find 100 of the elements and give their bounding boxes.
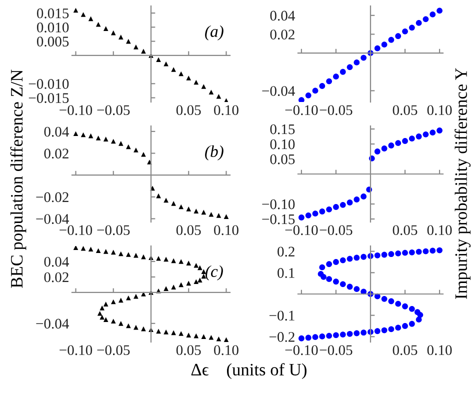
point <box>402 138 408 144</box>
x-tick-label: −0.05 <box>97 105 130 116</box>
x-tick-label: −0.10 <box>60 105 92 116</box>
point <box>216 213 222 218</box>
point <box>298 335 304 342</box>
x-tick-label: 0.05 <box>392 225 418 236</box>
x-tick-label: 0.10 <box>214 225 238 236</box>
point <box>208 212 214 217</box>
point <box>110 250 116 255</box>
point <box>436 247 442 254</box>
point <box>164 256 168 262</box>
y-tick-label: 0.02 <box>44 148 68 159</box>
point <box>186 206 192 212</box>
y-tick-label: −0.02 <box>36 192 68 202</box>
x-tick-label: −0.05 <box>97 345 130 356</box>
x-tick-label: −0.05 <box>320 105 352 116</box>
point <box>422 131 429 138</box>
point <box>408 249 415 256</box>
y-tick-label: 0.1 <box>278 268 294 278</box>
y-axis-title: Impurity probability difference Y <box>454 68 471 299</box>
point <box>408 320 415 327</box>
point <box>88 246 94 252</box>
point <box>126 144 131 150</box>
point <box>326 276 332 282</box>
y-tick-label: −0.04 <box>36 318 69 329</box>
point <box>118 251 124 256</box>
point <box>194 262 199 268</box>
point <box>326 332 332 339</box>
point <box>298 97 304 102</box>
point <box>402 303 408 310</box>
y-tick-label: −0.1 <box>269 310 294 321</box>
point <box>198 278 202 282</box>
point <box>417 312 424 318</box>
y-tick-label: −0.15 <box>262 214 295 224</box>
y-tick-label: 0.04 <box>270 10 295 21</box>
point <box>216 336 222 342</box>
point <box>360 254 367 260</box>
y-tick-label: −0.2 <box>269 332 294 342</box>
annotation: (b) <box>205 145 224 160</box>
annotation: (a) <box>205 25 224 40</box>
point <box>156 256 161 261</box>
point <box>194 279 199 284</box>
point <box>381 146 388 152</box>
point <box>354 60 360 66</box>
point <box>333 278 339 285</box>
point <box>298 214 304 220</box>
point <box>126 38 131 44</box>
point <box>171 330 176 336</box>
x-tick-label: 0.10 <box>427 345 452 356</box>
point <box>388 326 394 332</box>
point <box>171 67 176 72</box>
x-tick-label: −0.10 <box>285 105 318 116</box>
point <box>333 259 339 265</box>
point <box>346 64 353 70</box>
y-tick-label: −0.04 <box>36 214 69 224</box>
point <box>208 90 214 95</box>
point <box>201 84 206 89</box>
point <box>186 260 192 266</box>
point <box>118 34 124 40</box>
point <box>194 80 199 85</box>
point <box>147 160 152 164</box>
point <box>416 316 422 323</box>
y-tick-label: −0.010 <box>28 79 69 89</box>
x-tick-label: 0.10 <box>214 345 238 356</box>
point <box>422 248 429 254</box>
point <box>156 328 161 334</box>
point <box>395 324 402 331</box>
point <box>388 298 394 304</box>
point <box>354 196 360 202</box>
point <box>402 250 408 256</box>
point <box>319 83 326 89</box>
point <box>186 332 192 338</box>
point <box>201 334 206 339</box>
point <box>110 318 116 324</box>
x-tick-label: −0.10 <box>285 225 318 236</box>
point <box>360 330 367 336</box>
y-tick-label: 0.15 <box>270 124 295 134</box>
x-tick-label: −0.05 <box>320 345 352 356</box>
point <box>194 333 199 338</box>
point <box>312 88 318 94</box>
y-tick-label: 0.02 <box>44 272 68 282</box>
point <box>141 48 146 54</box>
point <box>126 323 131 328</box>
point <box>80 246 86 251</box>
point <box>201 210 206 215</box>
point <box>96 136 101 140</box>
point <box>178 204 184 210</box>
x-tick-label: 0.10 <box>214 105 238 116</box>
point <box>103 302 108 306</box>
x-tick-label: 0.05 <box>392 105 418 116</box>
point <box>103 26 108 31</box>
point <box>312 210 318 217</box>
point <box>360 54 367 61</box>
point <box>402 28 408 34</box>
point <box>430 12 436 18</box>
point <box>416 248 422 255</box>
y-tick-label: 0.2 <box>278 246 294 257</box>
point <box>333 332 339 338</box>
point <box>381 296 388 302</box>
point <box>96 22 101 27</box>
